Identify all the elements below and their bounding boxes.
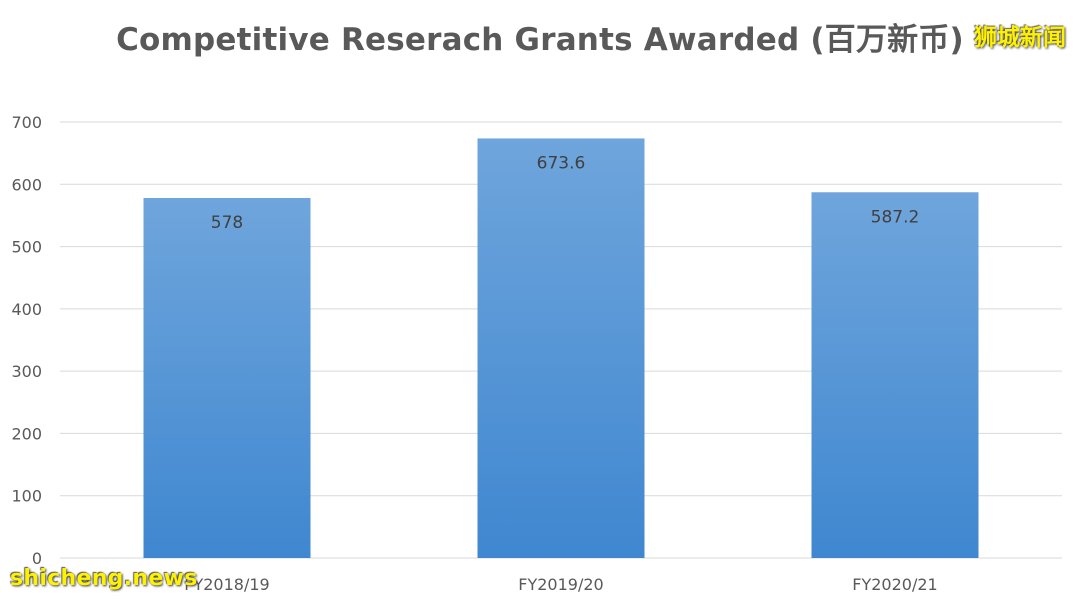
y-axis-ticks: 0 100 200 300 400 500 600 700	[11, 113, 42, 568]
y-tick-label: 700	[11, 113, 42, 132]
y-tick-label: 500	[11, 238, 42, 257]
watermark-logo-top: 狮城新闻	[974, 25, 1066, 51]
y-tick-label: 200	[11, 424, 42, 443]
data-label: 578	[211, 213, 243, 233]
x-tick-label: FY2018/19	[184, 575, 269, 594]
data-label: 673.6	[537, 153, 586, 173]
x-tick-label: FY2020/21	[852, 575, 937, 594]
bar	[811, 192, 979, 558]
x-axis-ticks: FY2018/19 FY2019/20 FY2020/21	[184, 575, 937, 594]
bars	[143, 138, 979, 559]
y-tick-label: 100	[11, 487, 42, 506]
y-tick-label: 400	[11, 300, 42, 319]
y-tick-label: 0	[32, 549, 42, 568]
y-tick-label: 600	[11, 175, 42, 194]
watermark-logo-bottom: shicheng.news	[10, 566, 198, 591]
data-labels: 578 673.6 587.2	[211, 153, 920, 233]
bar	[143, 197, 311, 558]
data-label: 587.2	[871, 207, 920, 227]
chart-title: Competitive Reserach Grants Awarded (百万新…	[116, 22, 964, 58]
bar	[477, 138, 645, 559]
x-tick-label: FY2019/20	[518, 575, 603, 594]
y-tick-label: 300	[11, 362, 42, 381]
